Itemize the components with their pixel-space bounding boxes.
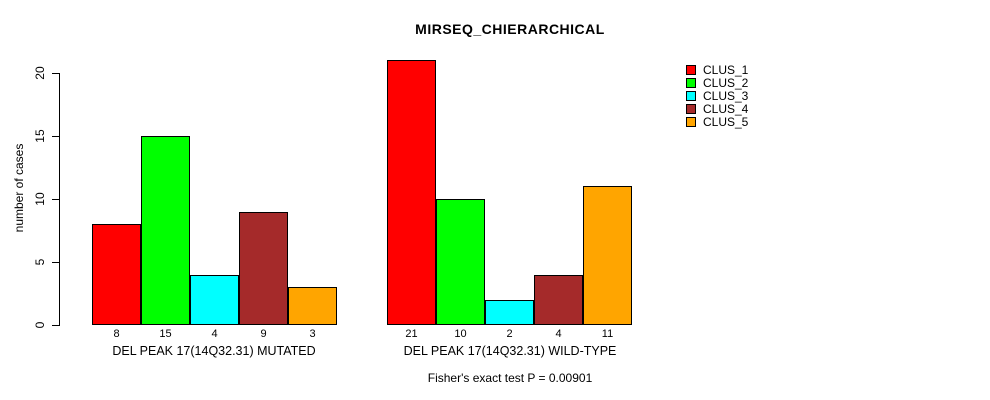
y-axis-tick-label: 15 xyxy=(33,129,47,143)
y-axis-tick-label: 0 xyxy=(33,321,47,329)
y-axis-tick-label: 5 xyxy=(33,258,47,266)
chart-title: MIRSEQ_CHIERARCHICAL xyxy=(415,21,605,37)
bar-value-label: 10 xyxy=(454,328,467,340)
bar-clus_3-group1 xyxy=(190,274,239,325)
legend-row: CLUS_3 xyxy=(686,88,749,103)
y-axis-tick-label: 10 xyxy=(33,192,47,206)
bar-clus_5-group1 xyxy=(288,287,337,325)
bar-clus_1-group1 xyxy=(92,224,141,325)
y-axis-tick-label: 20 xyxy=(33,66,47,80)
legend-row: CLUS_5 xyxy=(686,114,749,129)
bar-value-label: 15 xyxy=(159,328,172,340)
bar-value-label: 9 xyxy=(260,328,267,340)
bar-clus_3-group2 xyxy=(485,299,534,325)
y-axis-tick-mark xyxy=(52,198,60,200)
y-axis-tick-mark xyxy=(52,72,60,74)
bar-value-label: 11 xyxy=(601,328,614,340)
fisher-test-annotation: Fisher's exact test P = 0.00901 xyxy=(427,371,593,385)
legend-swatch-icon xyxy=(686,64,696,75)
legend-label: CLUS_1 xyxy=(703,62,749,77)
legend-label: CLUS_5 xyxy=(703,114,749,129)
y-axis-line xyxy=(59,73,60,326)
y-axis-title: number of cases xyxy=(12,143,26,233)
legend-label: CLUS_2 xyxy=(703,75,749,90)
bar-value-label: 21 xyxy=(405,328,418,340)
bar-value-label: 2 xyxy=(506,328,513,340)
bar-clus_4-group1 xyxy=(239,211,288,325)
bar-clus_2-group2 xyxy=(436,199,485,325)
bar-clus_1-group2 xyxy=(387,60,436,325)
legend-swatch-icon xyxy=(686,103,696,114)
y-axis-tick-mark xyxy=(52,324,60,326)
legend-row: CLUS_1 xyxy=(686,62,749,77)
legend: CLUS_1 CLUS_2 CLUS_3 CLUS_4 CLUS_5 xyxy=(686,62,749,129)
x-axis-group-label-wildtype: DEL PEAK 17(14Q32.31) WILD-TYPE xyxy=(403,344,617,358)
legend-swatch-icon xyxy=(686,90,696,101)
bar-value-label: 4 xyxy=(211,328,218,340)
legend-swatch-icon xyxy=(686,77,696,88)
bar-value-label: 4 xyxy=(555,328,562,340)
bar-clus_4-group2 xyxy=(534,274,583,325)
legend-row: CLUS_2 xyxy=(686,75,749,90)
bar-value-label: 3 xyxy=(309,328,316,340)
y-axis-tick-mark xyxy=(52,261,60,263)
bar-value-label: 8 xyxy=(113,328,120,340)
legend-row: CLUS_4 xyxy=(686,101,749,116)
x-axis-group-label-mutated: DEL PEAK 17(14Q32.31) MUTATED xyxy=(112,344,316,358)
bar-clus_5-group2 xyxy=(583,186,632,325)
legend-label: CLUS_4 xyxy=(703,101,749,116)
bar-clus_2-group1 xyxy=(141,136,190,325)
y-axis-tick-mark xyxy=(52,135,60,137)
legend-swatch-icon xyxy=(686,116,696,127)
legend-label: CLUS_3 xyxy=(703,88,749,103)
